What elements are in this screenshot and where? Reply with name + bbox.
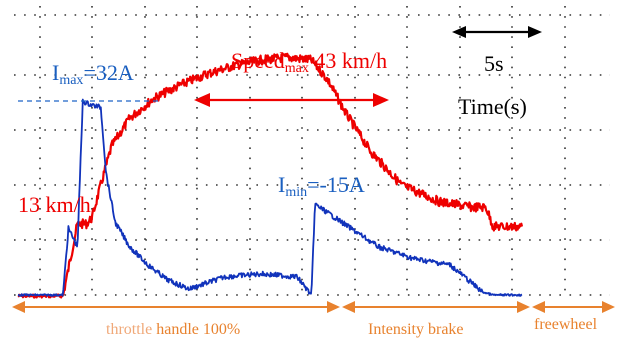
speed-series-line [17, 52, 524, 299]
imin-label: Imin=-15A [278, 172, 365, 200]
phase-label-freewheel: freewheel [534, 316, 598, 333]
speed-max-label: Speedmax 43 km/h [231, 48, 387, 76]
phase-arrows [12, 301, 615, 313]
time-axis-label: Time(s) [458, 94, 527, 119]
phase-label-brake: Intensity brake [368, 321, 464, 338]
grid [14, 6, 610, 298]
start-speed-label: 13 km/h [18, 192, 91, 217]
series-path-current [17, 98, 523, 297]
current-series-line [17, 98, 523, 297]
time-scale-label: 5s [484, 51, 504, 76]
imax-label: Imax=32A [52, 60, 134, 88]
series-path-speed [17, 52, 524, 299]
time-scale-arrow [452, 26, 542, 38]
phase-label-throttle: throttle handle 100% [106, 321, 240, 338]
speed-max-span-arrow [194, 93, 389, 107]
